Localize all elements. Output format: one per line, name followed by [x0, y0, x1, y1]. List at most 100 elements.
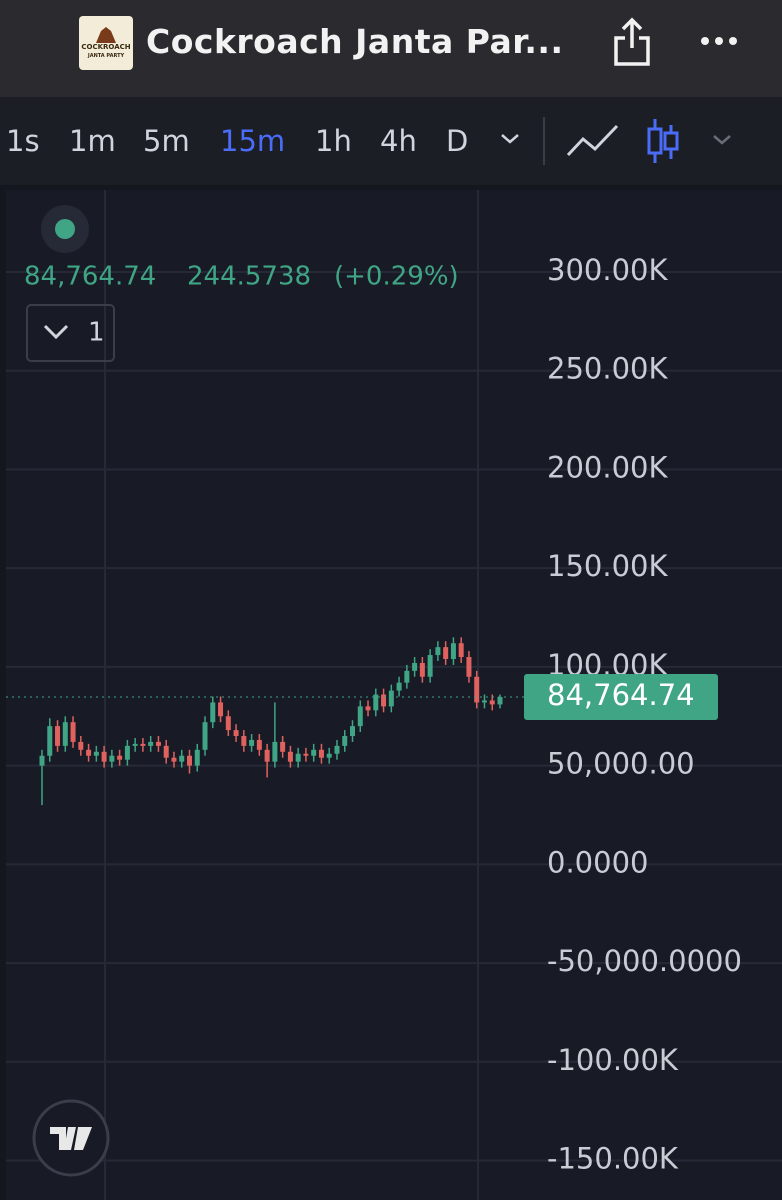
candle-body — [140, 743, 146, 746]
candle-body — [218, 702, 224, 717]
candle-body — [163, 745, 169, 758]
indicator-count: 1 — [88, 318, 105, 348]
candle-body — [365, 706, 371, 711]
last-price-tag — [524, 673, 718, 720]
candle-body — [412, 662, 418, 671]
candle-body — [109, 755, 115, 762]
indicator-toggle[interactable]: 1 — [26, 304, 115, 362]
candle-body — [93, 751, 99, 756]
candle-body — [47, 726, 53, 756]
candle-body — [311, 749, 317, 756]
candle-body — [86, 749, 92, 756]
y-tick-label: 50,000.00 — [547, 747, 695, 781]
chevron — [43, 324, 69, 340]
candle-body — [70, 722, 76, 742]
y-tick-label: 200.00K — [547, 450, 668, 484]
interval-button[interactable]: 1s — [6, 124, 40, 158]
candle-body — [272, 741, 278, 762]
divider — [543, 117, 545, 165]
candle-body — [466, 657, 472, 677]
candle-body — [404, 670, 410, 683]
candle-body — [78, 741, 84, 750]
candle-body — [396, 682, 402, 691]
candle-body — [357, 706, 363, 727]
candle-body — [373, 694, 379, 711]
candle-body — [334, 745, 340, 754]
candle-body — [256, 739, 262, 750]
candle-body — [419, 662, 425, 677]
legend-price: 84,764.74 — [24, 262, 156, 292]
candle-body — [233, 730, 239, 737]
y-tick-label: -50,000.0000 — [547, 944, 742, 978]
candle-body — [342, 736, 348, 746]
candle-body — [241, 736, 247, 746]
candle-body — [287, 751, 293, 762]
interval-button[interactable]: 4h — [380, 124, 417, 158]
logo-text: COCKROACH — [81, 43, 131, 51]
y-tick-label: 150.00K — [547, 549, 668, 583]
interval-button[interactable]: 1h — [315, 124, 352, 158]
candle-body — [148, 741, 154, 746]
legend-change-percent: (+0.29%) — [334, 262, 459, 292]
candle-body — [124, 745, 130, 760]
status-dot — [55, 219, 75, 239]
candle-body — [171, 757, 177, 762]
title: Cockroach Janta Par... — [146, 22, 564, 61]
candle-body — [249, 739, 255, 746]
candle-body — [39, 755, 45, 766]
y-tick-label: 250.00K — [547, 352, 668, 386]
candle-body — [303, 753, 309, 756]
candle-body — [117, 755, 123, 760]
candle-body — [318, 749, 324, 758]
candle-body — [458, 643, 464, 658]
y-tick-label: -100.00K — [547, 1043, 679, 1077]
candle-body — [381, 694, 387, 707]
candle-body — [350, 726, 356, 737]
legend-change: 244.5738 — [187, 262, 311, 292]
interval-button[interactable]: 5m — [143, 124, 190, 158]
line-chart-button[interactable] — [565, 121, 621, 161]
logo-icon — [96, 27, 116, 43]
logo-text: JANTA PARTY — [87, 53, 125, 59]
candle-body — [55, 726, 61, 746]
share-button[interactable] — [612, 16, 652, 68]
candle-body — [489, 700, 495, 705]
candle-body — [427, 655, 433, 677]
candle-body — [225, 716, 231, 731]
candle-body — [101, 751, 107, 762]
interval-button[interactable]: 15m — [220, 124, 286, 158]
chart: 84,764.74 244.5738 (+0.29%) 1 300.00K 250… — [6, 190, 782, 1200]
logo: COCKROACH JANTA PARTY — [79, 16, 133, 70]
candle-body — [210, 702, 216, 723]
candle-body — [264, 749, 270, 762]
y-tick-label: 0.0000 — [547, 845, 648, 879]
candle-chart-button[interactable] — [645, 117, 681, 165]
more-button[interactable] — [698, 33, 740, 49]
candle-body — [326, 753, 332, 758]
toolbar: 1s 1m 5m 15m 1h 4h D — [0, 97, 782, 185]
candle-body — [388, 690, 394, 707]
candle-body — [497, 696, 503, 705]
candle-body — [295, 753, 301, 762]
candle-body — [132, 743, 138, 746]
interval-dropdown[interactable] — [500, 132, 520, 146]
candle-body — [481, 700, 487, 703]
candle-body — [155, 741, 161, 746]
tradingview-logo — [32, 1099, 110, 1177]
candle-body — [435, 647, 441, 656]
candle-body — [194, 749, 200, 766]
chart-type-dropdown[interactable] — [712, 134, 732, 146]
candle-body — [443, 647, 449, 659]
candle-body — [186, 755, 192, 766]
interval-button[interactable]: D — [446, 124, 469, 158]
candle-body — [280, 741, 286, 752]
interval-button[interactable]: 1m — [69, 124, 116, 158]
candle-body — [179, 755, 185, 762]
plot — [6, 271, 782, 1162]
last-price-label: 84,764.74 — [547, 678, 695, 712]
candle-body — [474, 676, 480, 703]
indicator-toggle-box — [26, 304, 115, 362]
candle-body — [62, 722, 68, 746]
candle-body — [450, 643, 456, 659]
